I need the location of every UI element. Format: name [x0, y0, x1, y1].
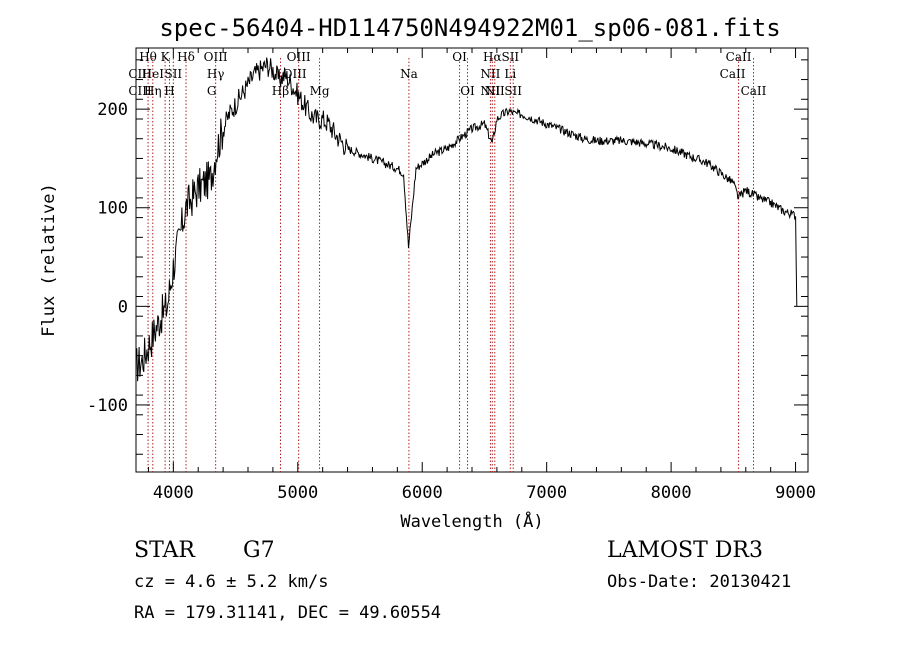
spectrum-line [135, 57, 798, 382]
x-axis-label: Wavelength (Å) [400, 510, 543, 532]
line-marker-label: Mg [310, 84, 330, 98]
line-marker-label: Hδ [177, 50, 195, 64]
line-marker-label: CIII [128, 84, 152, 98]
line-marker-label: G [207, 84, 217, 98]
y-tick-label: 0 [118, 297, 128, 317]
line-marker-label: SII [164, 67, 182, 81]
line-marker-label: Na [400, 67, 418, 81]
object-type: STAR [134, 538, 195, 563]
line-marker-label: OIII [283, 67, 307, 81]
y-tick-label: 200 [97, 100, 128, 120]
line-marker-label: OIII [204, 50, 228, 64]
line-marker-label: HeI [142, 67, 165, 81]
x-tick-label: 7000 [526, 483, 567, 503]
line-marker-label: Hγ [207, 67, 225, 81]
redshift-cz: cz = 4.6 ± 5.2 km/s [134, 572, 329, 592]
x-tick-label: 8000 [651, 483, 692, 503]
spectral-subclass: G7 [243, 538, 275, 563]
line-marker-label: Hη [144, 84, 162, 98]
y-tick-label: -100 [87, 396, 128, 416]
survey-name: LAMOST DR3 [607, 538, 763, 563]
x-tick-label: 9000 [775, 483, 816, 503]
x-tick-label: 6000 [402, 483, 443, 503]
line-marker-label: CIII [128, 67, 152, 81]
line-marker-label: OI [460, 84, 475, 98]
x-tick-label: 4000 [153, 483, 194, 503]
line-marker-label: CaII [720, 67, 746, 81]
line-markers [147, 58, 754, 472]
line-marker-label: Hθ [139, 50, 157, 64]
line-marker-label: NII [485, 84, 505, 98]
line-marker-label: H [164, 84, 174, 98]
line-marker-label: OI [452, 50, 467, 64]
x-tick-label: 5000 [277, 483, 318, 503]
line-marker-label: CaII [741, 84, 767, 98]
axes: 4000 5000 6000 7000 8000 9000 -100 0 100 200 [87, 48, 816, 503]
y-axis-label: Flux (relative) [39, 183, 59, 337]
line-marker-label: Hα [483, 50, 502, 64]
line-marker-label: SII [501, 50, 519, 64]
line-marker-label: SII [504, 84, 522, 98]
observation-date: Obs-Date: 20130421 [607, 572, 792, 592]
line-marker-label: NII [480, 67, 500, 81]
line-marker-label: Li [504, 67, 516, 81]
coordinates: RA = 179.31141, DEC = 49.60554 [134, 603, 442, 623]
line-marker-label: OIII [287, 50, 311, 64]
line-marker-label: Hβ [272, 84, 289, 98]
chart-title: spec-56404-HD114750N494922M01_sp06-081.f… [159, 14, 780, 42]
line-marker-label: K [161, 50, 171, 64]
y-tick-label: 100 [97, 199, 128, 219]
line-marker-label: CaII [726, 50, 752, 64]
line-marker-label: NII [480, 84, 500, 98]
